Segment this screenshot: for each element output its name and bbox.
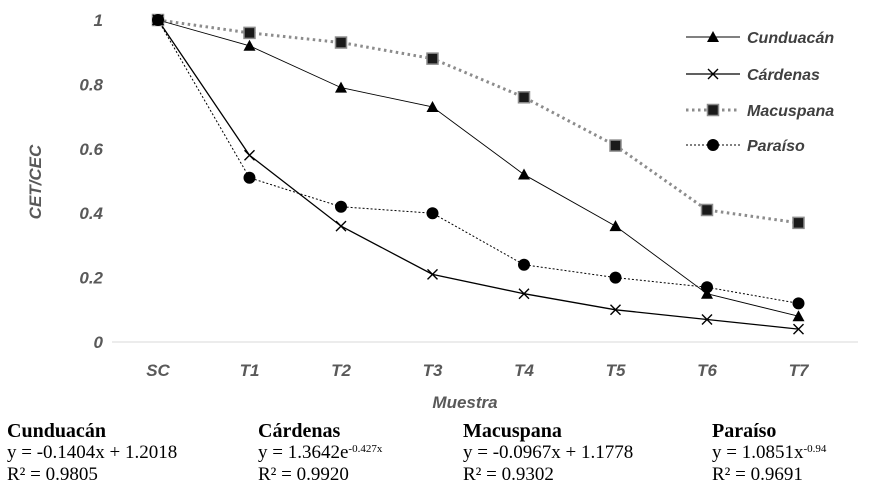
data-point [244, 149, 255, 161]
equation-formula: y = -0.1404x + 1.2018 [7, 442, 178, 463]
x-tick-label: SC [146, 361, 170, 380]
data-point [152, 14, 164, 26]
equation-block-paraiso: Paraíso y = 1.0851x-0.94 R² = 0.9691 [712, 420, 826, 486]
data-point [243, 26, 256, 40]
y-tick-label: 0.6 [79, 140, 103, 159]
y-tick-label: 0 [94, 333, 104, 352]
y-tick-label: 0.8 [79, 75, 103, 94]
data-point [243, 39, 256, 51]
legend-marker [707, 31, 719, 42]
data-point [426, 100, 439, 112]
equation-name: Cunduacán [7, 420, 106, 442]
series-markers-3 [152, 14, 805, 310]
legend-entry: Paraíso [686, 138, 805, 155]
equation-r-squared: R² = 0.9691 [712, 464, 803, 485]
data-point [517, 91, 531, 104]
regression-equations: Cunduacán y = -0.1404x + 1.2018 R² = 0.9… [0, 420, 871, 504]
data-point [700, 203, 714, 217]
series-line [157, 19, 799, 304]
legend-entry: Cunduacán [686, 30, 834, 47]
data-point [243, 171, 256, 184]
equation-name: Paraíso [712, 420, 777, 442]
y-tick-label: 0.4 [79, 204, 103, 223]
data-point [792, 297, 805, 310]
legend-label: Cunduacán [747, 30, 834, 47]
equation-r-squared: R² = 0.9302 [463, 464, 554, 485]
series-0 [157, 19, 799, 317]
data-point [609, 139, 622, 152]
equation-block-cunduacan: Cunduacán y = -0.1404x + 1.2018 R² = 0.9… [7, 420, 177, 486]
data-point [426, 52, 439, 65]
equation-block-cardenas: Cárdenas y = 1.3642e-0.427x R² = 0.9920 [258, 420, 382, 486]
data-point [426, 207, 439, 220]
equation-r-squared: R² = 0.9920 [258, 464, 349, 485]
legend-label: Cárdenas [747, 67, 820, 84]
legend-marker [707, 139, 719, 151]
x-axis-title: Muestra [432, 393, 497, 412]
data-point [793, 323, 804, 335]
x-tick-label: T4 [514, 361, 534, 380]
equation-formula: y = -0.0967x + 1.1778 [463, 442, 634, 463]
x-tick-label: T1 [240, 361, 260, 380]
data-point [518, 258, 530, 271]
equation-r-squared: R² = 0.9805 [7, 464, 98, 485]
series-line [157, 19, 799, 330]
x-tick-label: T5 [606, 361, 626, 380]
equation-name: Macuspana [463, 420, 562, 442]
data-point [610, 304, 621, 316]
data-point [609, 271, 622, 284]
series-markers-1 [152, 14, 804, 335]
chart-legend: Cunduacán Cárdenas Macuspana Paraíso [686, 30, 834, 155]
y-axis-title: CET/CEC [26, 144, 45, 219]
equation-block-macuspana: Macuspana y = -0.0967x + 1.1778 R² = 0.9… [463, 420, 633, 486]
data-point [335, 220, 347, 232]
legend-marker [706, 103, 720, 117]
series-markers-0 [152, 14, 805, 322]
data-point [334, 36, 348, 49]
legend-marker [707, 68, 719, 80]
series-1 [157, 19, 799, 330]
y-tick-label: 0.2 [79, 269, 103, 288]
data-point [701, 313, 713, 325]
x-tick-label: T7 [789, 361, 810, 380]
data-point [518, 288, 530, 300]
legend-label: Macuspana [747, 103, 834, 120]
chart-axes: 0 0.2 0.4 0.6 0.8 1 SC T1 T2 T3 T4 T5 T6 T7 Muestra CET… [26, 11, 858, 412]
legend-label: Paraíso [747, 138, 805, 155]
legend-entry: Macuspana [686, 103, 834, 120]
data-point [427, 268, 438, 280]
data-point [335, 81, 347, 93]
y-tick-label: 1 [94, 11, 103, 30]
data-point [609, 220, 622, 232]
data-point [792, 310, 805, 322]
series-line [157, 19, 799, 317]
data-point [792, 216, 805, 230]
equation-formula: y = 1.3642e-0.427x [258, 442, 383, 463]
equation-name: Cárdenas [258, 420, 341, 442]
x-tick-label: T3 [423, 361, 443, 380]
legend-entry: Cárdenas [686, 67, 820, 84]
x-tick-label: T2 [331, 361, 351, 380]
data-point [335, 200, 347, 213]
data-point [518, 168, 530, 180]
chart: 0 0.2 0.4 0.6 0.8 1 SC T1 T2 T3 T4 T5 T6 T7 Muestra CET… [26, 11, 858, 412]
equation-formula: y = 1.0851x-0.94 [712, 442, 827, 463]
x-tick-label: T6 [697, 361, 717, 380]
series-3 [157, 19, 799, 304]
chart-series [151, 13, 805, 335]
data-point [701, 281, 713, 294]
